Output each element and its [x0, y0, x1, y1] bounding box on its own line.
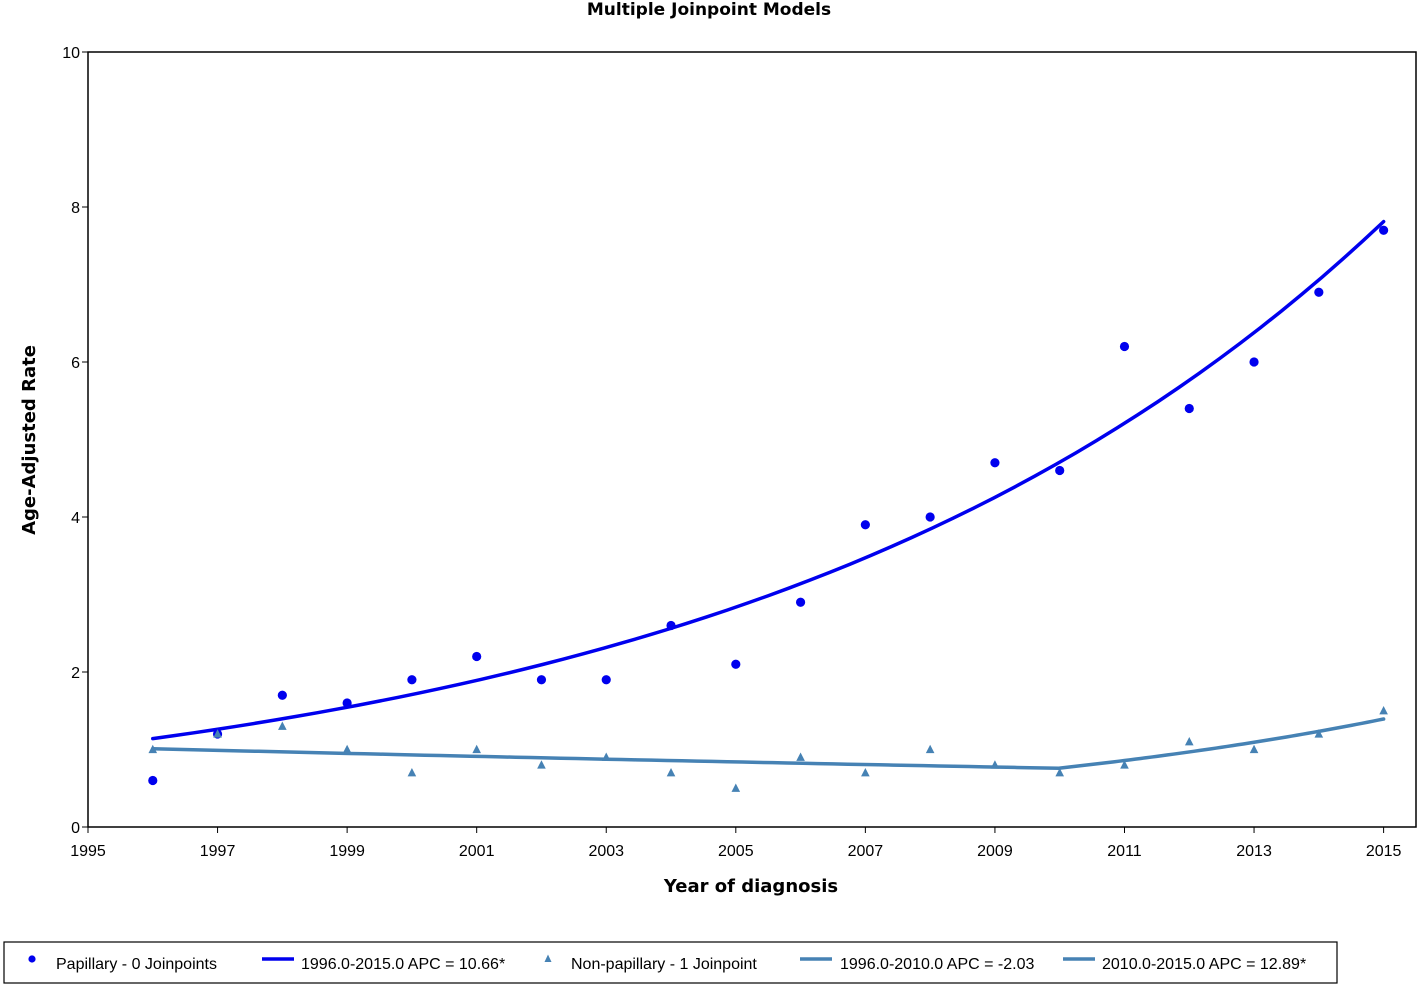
non-papillary-point	[731, 783, 741, 792]
non-papillary-point	[666, 767, 676, 777]
non-papillary-point	[1055, 767, 1065, 777]
non-papillary-point	[278, 721, 287, 730]
x-tick-label: 1999	[329, 843, 365, 860]
non-papillary-point	[796, 752, 805, 761]
non-papillary-point	[148, 744, 158, 754]
x-axis-label: Year of diagnosis	[663, 876, 838, 897]
fit-line	[151, 219, 1386, 741]
non-papillary-point	[1249, 744, 1259, 754]
legend-label: 2010.0-2015.0 APC = 12.89*	[1102, 956, 1306, 973]
papillary-point	[1249, 357, 1259, 367]
x-axis: 1995 1997 1999 2001 2003 2005 2007 2009 2011 2013…	[70, 827, 1402, 860]
legend-circle-marker	[28, 955, 36, 963]
non-papillary-point	[861, 767, 870, 777]
plot-frame	[87, 51, 1417, 828]
papillary-point	[731, 659, 741, 669]
chart-title: Multiple Joinpoint Models	[587, 0, 831, 20]
plot-area-border	[87, 51, 1417, 828]
x-tick-label: 2011	[1107, 843, 1142, 860]
non-papillary-point	[1379, 705, 1388, 715]
y-tick-label: 6	[71, 355, 80, 372]
papillary-point	[990, 458, 1000, 468]
papillary-point	[860, 520, 870, 530]
x-tick-label: 2009	[977, 843, 1013, 860]
papillary-point	[1119, 341, 1130, 352]
y-tick-label: 10	[62, 45, 80, 62]
papillary-point	[277, 690, 287, 700]
non-papillary-point	[925, 744, 935, 754]
papillary-point	[472, 651, 482, 662]
data-points	[148, 225, 1389, 792]
y-axis: 0 2 4 6 8 10	[62, 45, 88, 837]
non-papillary-point	[1120, 760, 1129, 769]
x-tick-label: 2007	[848, 843, 884, 860]
legend-label: 1996.0-2010.0 APC = -2.03	[840, 956, 1034, 973]
papillary-point	[1184, 403, 1194, 414]
non-papillary-point	[601, 752, 611, 761]
papillary-point	[1379, 225, 1389, 235]
non-papillary-point	[213, 729, 222, 738]
non-papillary-point	[407, 767, 417, 777]
non-papillary-point	[1314, 729, 1324, 738]
non-papillary-point	[537, 760, 546, 769]
y-axis-label: Age-Adjusted Rate	[19, 345, 40, 535]
non-papillary-point	[990, 760, 1000, 769]
papillary-point	[148, 775, 158, 786]
non-papillary-point	[342, 744, 352, 754]
x-tick-label: 2003	[588, 843, 624, 860]
legend-label: Non-papillary - 1 Joinpoint	[571, 956, 757, 973]
papillary-point	[601, 675, 611, 685]
x-tick-label: 2013	[1236, 843, 1272, 860]
non-papillary-point	[472, 744, 481, 754]
papillary-point	[536, 675, 547, 685]
papillary-point	[407, 675, 417, 685]
legend: Papillary - 0 Joinpoints 1996.0-2015.0 AP…	[3, 941, 1338, 984]
legend-label: Papillary - 0 Joinpoints	[56, 956, 217, 973]
y-tick-label: 2	[71, 665, 80, 682]
x-tick-label: 2005	[718, 843, 754, 860]
y-tick-label: 0	[71, 820, 80, 837]
papillary-point	[1055, 465, 1065, 476]
y-tick-label: 8	[71, 200, 80, 217]
y-tick-label: 4	[71, 510, 80, 527]
non-papillary-point	[1184, 736, 1194, 746]
x-tick-label: 2015	[1366, 843, 1402, 860]
legend-box	[3, 941, 1338, 984]
fit-line	[1057, 717, 1386, 770]
papillary-point	[1314, 287, 1324, 297]
x-tick-label: 1997	[200, 843, 236, 860]
papillary-point	[342, 698, 352, 708]
legend-triangle-marker	[544, 954, 552, 962]
papillary-point	[666, 620, 676, 631]
papillary-point	[925, 512, 935, 522]
legend-label: 1996.0-2015.0 APC = 10.66*	[301, 956, 505, 973]
x-tick-label: 2001	[459, 843, 495, 860]
papillary-point	[795, 597, 806, 607]
x-tick-label: 1995	[70, 843, 106, 860]
